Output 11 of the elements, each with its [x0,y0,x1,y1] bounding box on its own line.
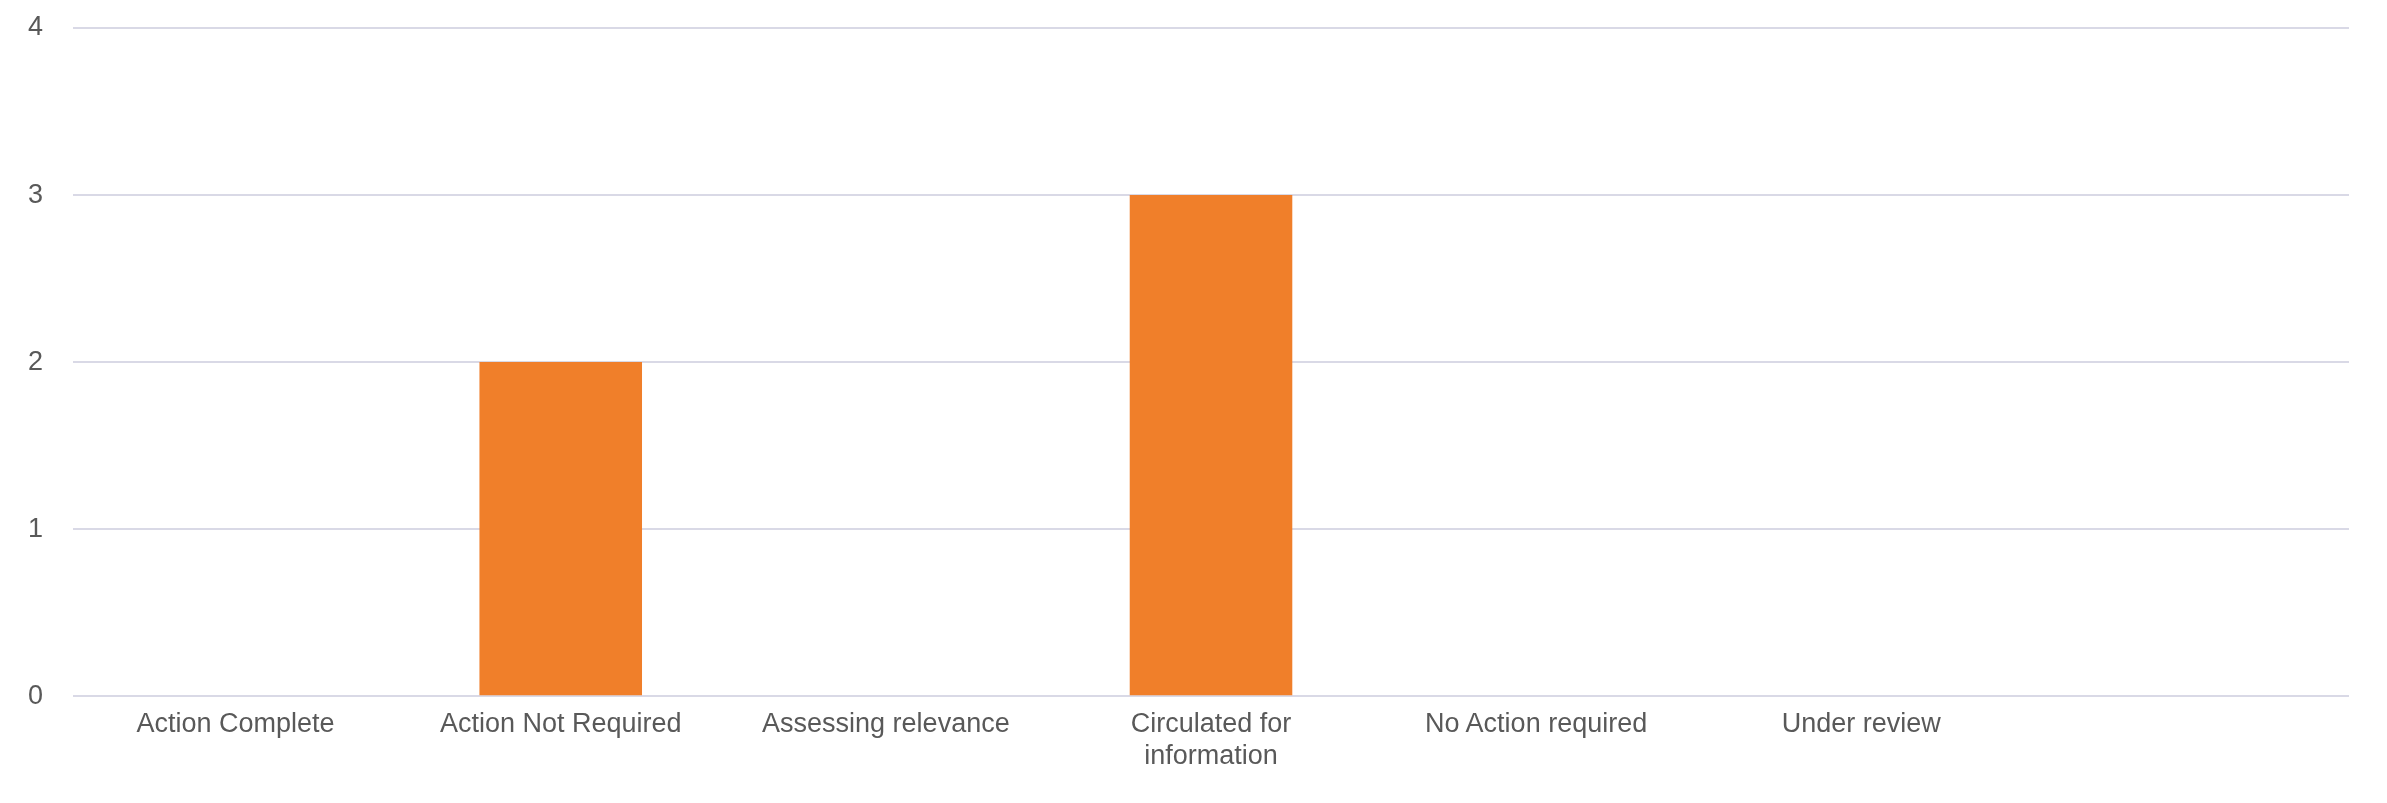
x-tick-label: Action Not Required [439,707,682,738]
x-tick-label: Circulated for information [1130,707,1292,771]
y-tick-label: 0 [27,679,44,710]
y-tick-label: 3 [27,178,44,209]
x-tick-label: No Action required [1425,707,1648,738]
y-tick-label: 2 [27,345,44,376]
y-tick-label: 4 [27,11,44,42]
x-tick-label: Under review [1781,707,1942,738]
x-tick-label: Assessing relevance [762,707,1010,738]
y-tick-label: 1 [27,512,44,543]
x-tick-label: Action Complete [136,707,335,738]
